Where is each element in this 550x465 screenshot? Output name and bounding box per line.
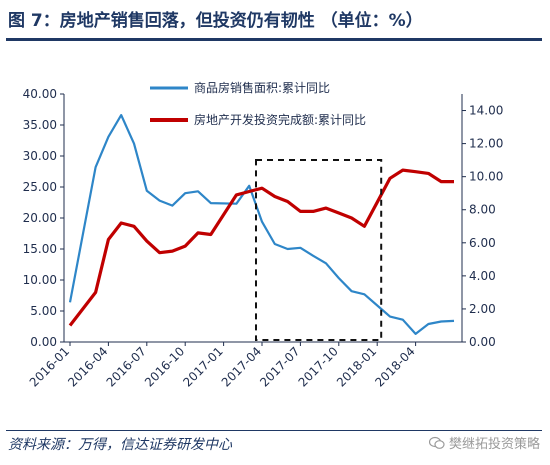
wechat-icon <box>428 436 445 449</box>
legend-label: 商品房销售面积:累计同比 <box>194 80 330 95</box>
y-right-tick-label: 0.00 <box>469 335 496 349</box>
y-left-tick-label: 5.00 <box>30 304 57 318</box>
annotation-layer <box>255 159 383 341</box>
watermark-text: 樊继拓投资策略 <box>448 437 540 452</box>
y-right-tick-label: 6.00 <box>469 236 496 250</box>
y-left-tick-label: 30.00 <box>23 149 57 163</box>
x-tick-label: 2018-04 <box>372 344 417 389</box>
y-left-tick-label: 0.00 <box>30 335 57 349</box>
source-note: 资料来源：万得，信达证券研发中心 <box>8 437 232 453</box>
investment-series-line <box>68 168 454 327</box>
y-right-tick-label: 12.00 <box>469 137 503 151</box>
chart-axes: 0.00 5.00 10.00 15.00 20.00 25.00 30.00 35.00 40… <box>23 87 504 390</box>
y-left-tick-label: 15.00 <box>23 242 57 256</box>
x-tick-label: 2016-10 <box>142 344 187 389</box>
y-right-tick-label: 8.00 <box>469 203 496 217</box>
y-left-tick-label: 20.00 <box>23 211 57 225</box>
sales-area-series-line <box>68 114 455 335</box>
legend-label: 房地产开发投资完成额:累计同比 <box>194 112 366 127</box>
x-tick-label: 2016-04 <box>65 344 110 389</box>
chart: 0.00 5.00 10.00 15.00 20.00 25.00 30.00 35.00 40… <box>23 80 504 390</box>
x-tick-label: 2016-01 <box>27 344 72 389</box>
y-right-tick-label: 2.00 <box>469 302 496 316</box>
x-tick-label: 2017-07 <box>257 344 302 389</box>
y-right-tick-label: 14.00 <box>469 104 503 118</box>
figure-title: 图 7：房地产销售回落，但投资仍有韧性 （单位：%） <box>8 11 423 31</box>
y-left-tick-label: 10.00 <box>23 273 57 287</box>
y-left-tick-label: 35.00 <box>23 118 57 132</box>
x-tick-label: 2017-01 <box>180 344 225 389</box>
watermark: 樊继拓投资策略 <box>428 433 540 452</box>
y-left-tick-label: 40.00 <box>23 87 57 101</box>
x-tick-label: 2017-10 <box>296 344 341 389</box>
source-rule <box>6 430 542 431</box>
y-right-tick-label: 10.00 <box>469 170 503 184</box>
y-left-tick-label: 25.00 <box>23 180 57 194</box>
highlight-dashed-box <box>255 159 383 341</box>
x-tick-label: 2016-07 <box>104 344 149 389</box>
y-right-tick-label: 4.00 <box>469 269 496 283</box>
x-tick-label: 2017-04 <box>219 344 264 389</box>
x-tick-label: 2018-01 <box>334 344 379 389</box>
series-layer <box>68 114 455 335</box>
title-rule <box>6 38 542 41</box>
